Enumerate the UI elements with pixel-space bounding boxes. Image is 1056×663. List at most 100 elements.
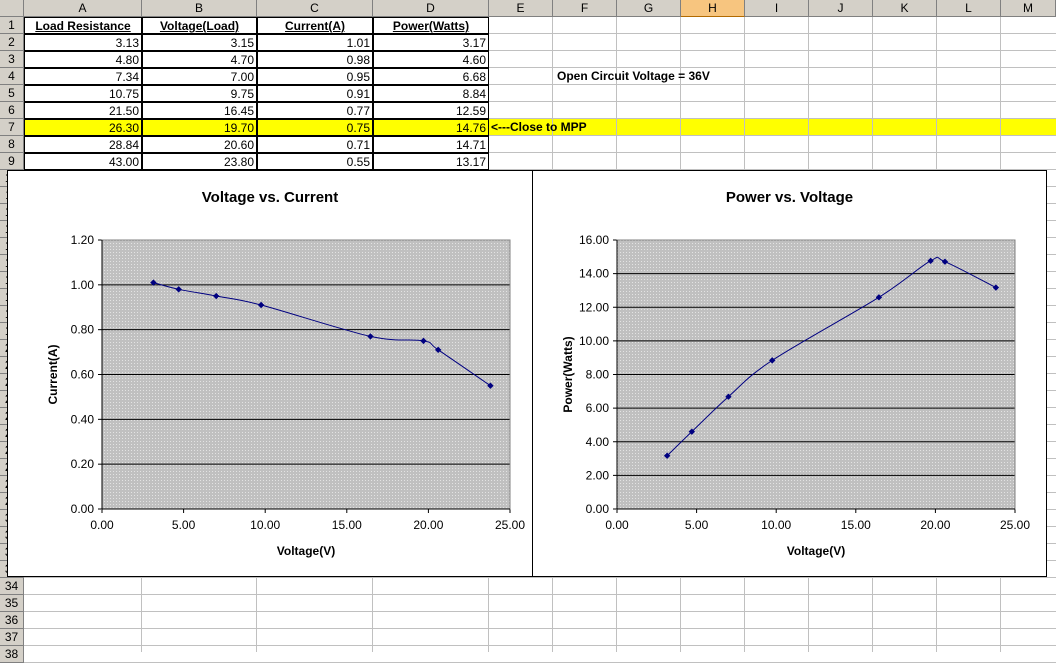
- grid-row-line: [24, 152, 1056, 153]
- select-all-corner[interactable]: [0, 0, 24, 17]
- y-tick-label: 1.20: [71, 233, 95, 247]
- row-header-5[interactable]: 5: [0, 85, 24, 102]
- chart-svg: Voltage vs. Current 0.00 0.20 0.40 0.60 0.80 1…: [46, 189, 525, 558]
- row-header-4[interactable]: 4: [0, 68, 24, 85]
- table-data-cell[interactable]: 0.75: [257, 119, 373, 136]
- table-data-cell[interactable]: 20.60: [142, 136, 257, 153]
- grid-row-line: [24, 84, 1056, 85]
- row-header-6[interactable]: 6: [0, 102, 24, 119]
- column-header-l[interactable]: L: [937, 0, 1001, 17]
- table-data-cell[interactable]: 3.15: [142, 34, 257, 51]
- x-tick-label: 5.00: [685, 518, 709, 532]
- column-header-e[interactable]: E: [489, 0, 553, 17]
- row-header-36[interactable]: 36: [0, 612, 24, 629]
- table-data-cell[interactable]: 1.01: [257, 34, 373, 51]
- table-data-cell[interactable]: 7.34: [24, 68, 142, 85]
- table-header-cell[interactable]: Current(A): [257, 17, 373, 34]
- table-data-cell[interactable]: 23.80: [142, 153, 257, 170]
- power-voltage-chart[interactable]: Power vs. Voltage 0.00 2.00 4.00 6.00 8.00 10.…: [532, 170, 1047, 577]
- grid-row-line: [24, 169, 1056, 170]
- x-axis-label: Voltage(V): [787, 544, 845, 558]
- table-data-cell[interactable]: 6.68: [373, 68, 489, 85]
- x-tick-label: 25.00: [1000, 518, 1030, 532]
- column-header-j[interactable]: J: [809, 0, 873, 17]
- row-header-38[interactable]: 38: [0, 646, 24, 663]
- series-line: [666, 256, 997, 457]
- data-point: [434, 346, 442, 354]
- table-header-cell[interactable]: Voltage(Load): [142, 17, 257, 34]
- table-data-cell[interactable]: 4.70: [142, 51, 257, 68]
- table-data-cell[interactable]: 28.84: [24, 136, 142, 153]
- x-tick-label: 20.00: [413, 518, 443, 532]
- table-data-cell[interactable]: 0.71: [257, 136, 373, 153]
- table-data-cell[interactable]: 0.77: [257, 102, 373, 119]
- mpp-note[interactable]: <---Close to MPP: [491, 120, 587, 134]
- column-header-i[interactable]: I: [745, 0, 809, 17]
- y-tick-label: 2.00: [586, 468, 610, 482]
- x-tick-label: 10.00: [250, 518, 280, 532]
- y-axis-label: Current(A): [46, 345, 60, 405]
- column-header-m[interactable]: M: [1001, 0, 1056, 17]
- x-tick-label: 15.00: [841, 518, 871, 532]
- column-header-d[interactable]: D: [373, 0, 489, 17]
- table-data-cell[interactable]: 0.91: [257, 85, 373, 102]
- table-data-cell[interactable]: 7.00: [142, 68, 257, 85]
- voltage-current-chart[interactable]: Voltage vs. Current 0.00 0.20 0.40 0.60 0.80 1…: [7, 170, 533, 577]
- y-tick-label: 0.00: [71, 502, 95, 516]
- column-header-a[interactable]: A: [24, 0, 142, 17]
- table-data-cell[interactable]: 16.45: [142, 102, 257, 119]
- table-data-cell[interactable]: 19.70: [142, 119, 257, 136]
- column-header-g[interactable]: G: [617, 0, 681, 17]
- y-tick-label: 4.00: [586, 435, 610, 449]
- row-header-2[interactable]: 2: [0, 34, 24, 51]
- grid-row-line: [24, 628, 1056, 629]
- chart-title: Power vs. Voltage: [726, 189, 853, 206]
- grid-row-line: [24, 50, 1056, 51]
- table-data-cell[interactable]: 3.17: [373, 34, 489, 51]
- open-circuit-note[interactable]: Open Circuit Voltage = 36V: [557, 69, 710, 83]
- grid-row-line: [24, 611, 1056, 612]
- table-data-cell[interactable]: 4.80: [24, 51, 142, 68]
- table-data-cell[interactable]: 14.71: [373, 136, 489, 153]
- table-data-cell[interactable]: 14.76: [373, 119, 489, 136]
- y-tick-label: 16.00: [579, 233, 609, 247]
- y-tick-label: 0.80: [71, 323, 95, 337]
- column-header-c[interactable]: C: [257, 0, 373, 17]
- table-data-cell[interactable]: 4.60: [373, 51, 489, 68]
- column-header-f[interactable]: F: [553, 0, 617, 17]
- x-tick-label: 0.00: [90, 518, 114, 532]
- table-data-cell[interactable]: 10.75: [24, 85, 142, 102]
- table-data-cell[interactable]: 12.59: [373, 102, 489, 119]
- row-header-35[interactable]: 35: [0, 595, 24, 612]
- table-data-cell[interactable]: 8.84: [373, 85, 489, 102]
- series-line: [153, 282, 491, 387]
- row-header-7[interactable]: 7: [0, 119, 24, 136]
- table-data-cell[interactable]: 0.98: [257, 51, 373, 68]
- row-header-1[interactable]: 1: [0, 17, 24, 34]
- grid-row-line: [24, 594, 1056, 595]
- table-data-cell[interactable]: 21.50: [24, 102, 142, 119]
- table-data-cell[interactable]: 0.55: [257, 153, 373, 170]
- table-data-cell[interactable]: 9.75: [142, 85, 257, 102]
- row-header-37[interactable]: 37: [0, 629, 24, 646]
- y-tick-label: 8.00: [586, 368, 610, 382]
- grid-row-line: [24, 67, 1056, 68]
- column-header-h[interactable]: H: [681, 0, 745, 17]
- row-header-3[interactable]: 3: [0, 51, 24, 68]
- data-point: [420, 337, 427, 345]
- row-header-8[interactable]: 8: [0, 136, 24, 153]
- row-header-9[interactable]: 9: [0, 153, 24, 170]
- data-point: [487, 382, 494, 389]
- table-data-cell[interactable]: 13.17: [373, 153, 489, 170]
- column-header-k[interactable]: K: [873, 0, 937, 17]
- table-header-cell[interactable]: Load Resistance: [24, 17, 142, 34]
- table-data-cell[interactable]: 26.30: [24, 119, 142, 136]
- row-header-34[interactable]: 34: [0, 578, 24, 595]
- y-tick-label: 0.60: [71, 368, 95, 382]
- table-data-cell[interactable]: 43.00: [24, 153, 142, 170]
- table-header-cell[interactable]: Power(Watts): [373, 17, 489, 34]
- table-data-cell[interactable]: 3.13: [24, 34, 142, 51]
- table-data-cell[interactable]: 0.95: [257, 68, 373, 85]
- column-header-b[interactable]: B: [142, 0, 257, 17]
- y-tick-label: 0.40: [71, 412, 95, 426]
